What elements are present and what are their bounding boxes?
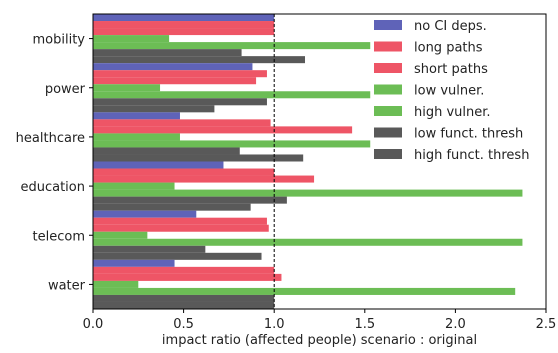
bar-education-5 (93, 196, 287, 204)
bar-power-3 (93, 84, 161, 92)
bar-power-4 (93, 91, 371, 99)
x-tick-label: 2.0 (445, 317, 466, 332)
legend-label-0: no CI deps. (414, 19, 487, 34)
bar-mobility-1 (93, 21, 275, 29)
bar-water-2 (93, 273, 282, 281)
bar-mobility-3 (93, 35, 170, 43)
bar-education-4 (93, 189, 523, 197)
bar-water-6 (93, 301, 275, 309)
bar-healthcare-2 (93, 126, 353, 134)
bar-telecom-2 (93, 224, 269, 232)
y-tick-label-water: water (48, 278, 86, 293)
bar-mobility-2 (93, 28, 275, 36)
bar-power-5 (93, 98, 267, 106)
bar-healthcare-3 (93, 133, 180, 141)
bar-education-6 (93, 203, 251, 211)
bar-power-0 (93, 63, 253, 71)
x-tick-label: 2.5 (536, 317, 557, 332)
bar-telecom-3 (93, 231, 148, 239)
bar-education-3 (93, 182, 175, 190)
bar-water-1 (93, 266, 275, 274)
legend-label-4: high vulner. (414, 105, 491, 120)
bar-power-1 (93, 70, 267, 78)
bar-water-3 (93, 280, 139, 288)
legend-swatch-4 (374, 106, 402, 116)
legend-swatch-6 (374, 149, 402, 159)
y-tick-label-healthcare: healthcare (16, 131, 85, 146)
bar-power-6 (93, 105, 215, 113)
legend-swatch-1 (374, 41, 402, 52)
bar-healthcare-6 (93, 154, 304, 162)
bar-education-0 (93, 161, 224, 169)
y-tick-label-mobility: mobility (33, 33, 86, 48)
bar-mobility-4 (93, 42, 371, 50)
bar-telecom-1 (93, 217, 267, 225)
legend: no CI deps. long paths short paths low vuln… (374, 19, 529, 163)
x-axis-label: impact ratio (affected people) scenario … (162, 333, 477, 348)
y-tick-label-telecom: telecom (33, 229, 85, 244)
legend-swatch-2 (374, 63, 402, 73)
bar-mobility-5 (93, 49, 242, 57)
bar-telecom-4 (93, 238, 523, 246)
bar-healthcare-5 (93, 147, 240, 155)
y-tick-label-education: education (20, 180, 85, 195)
x-tick-label: 0.5 (173, 317, 194, 332)
y-axis: mobility power healthcare education telecom w… (16, 33, 93, 293)
x-tick-label: 1.0 (264, 317, 285, 332)
bar-healthcare-4 (93, 140, 371, 148)
bar-education-2 (93, 175, 315, 183)
bar-telecom-0 (93, 210, 197, 218)
bar-power-2 (93, 77, 257, 85)
bars-group (93, 14, 523, 309)
bar-mobility-6 (93, 56, 306, 64)
legend-label-2: short paths (414, 62, 488, 77)
bar-telecom-6 (93, 252, 262, 260)
bar-education-1 (93, 168, 275, 176)
legend-swatch-5 (374, 127, 402, 138)
legend-label-6: high funct. thresh (414, 148, 529, 163)
bar-water-0 (93, 259, 175, 267)
bar-telecom-5 (93, 245, 206, 253)
legend-label-5: low funct. thresh (414, 127, 523, 142)
bar-water-5 (93, 294, 275, 302)
x-axis: 0.0 0.5 1.0 1.5 2.0 2.5 (83, 309, 557, 332)
bar-mobility-0 (93, 14, 275, 22)
legend-label-3: low vulner. (414, 84, 484, 99)
plot-frame (92, 13, 547, 310)
legend-swatch-0 (374, 20, 402, 30)
bar-healthcare-0 (93, 112, 180, 120)
legend-label-1: long paths (414, 41, 483, 56)
y-tick-label-power: power (45, 82, 86, 97)
legend-swatch-3 (374, 84, 402, 95)
bar-water-4 (93, 287, 516, 295)
x-tick-label: 1.5 (354, 317, 375, 332)
bar-healthcare-1 (93, 119, 271, 127)
x-tick-label: 0.0 (83, 317, 104, 332)
